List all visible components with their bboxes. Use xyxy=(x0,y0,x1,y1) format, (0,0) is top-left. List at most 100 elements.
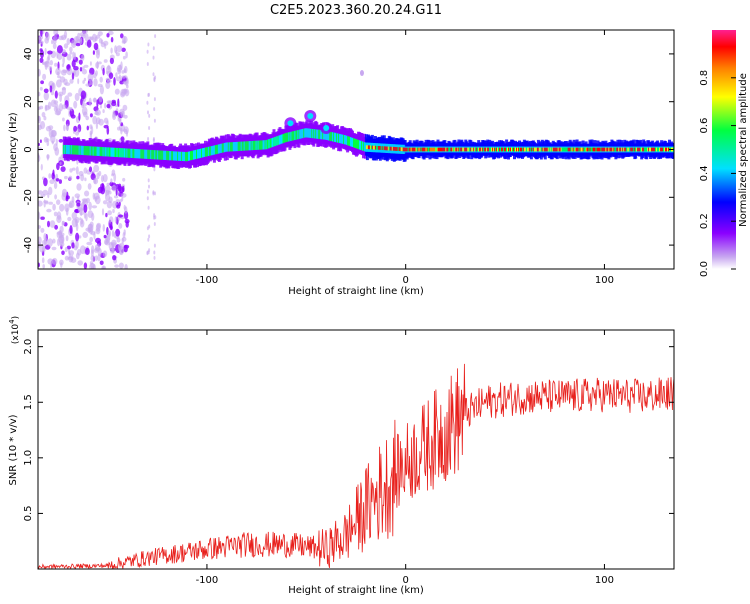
y-tick-label: 40 xyxy=(23,48,34,61)
heatmap-cell xyxy=(38,91,41,97)
heatmap-cell xyxy=(148,234,151,239)
heatmap-cell xyxy=(152,55,155,60)
heatmap-cell xyxy=(58,138,64,143)
heatmap-cell xyxy=(147,237,150,242)
heatmap-cell xyxy=(121,193,127,198)
heatmap-cell xyxy=(106,120,109,126)
heatmap-cell xyxy=(148,126,151,130)
heatmap-cell xyxy=(97,83,103,88)
heatmap-cell xyxy=(113,173,117,182)
heatmap-cell xyxy=(58,103,64,112)
heatmap-cell xyxy=(78,37,83,42)
heatmap-cell xyxy=(71,39,77,48)
heatmap-cell xyxy=(62,117,65,122)
heatmap-cell xyxy=(88,166,93,173)
heatmap-cell xyxy=(107,64,111,71)
heatmap-cell xyxy=(80,174,85,182)
heatmap-cell xyxy=(52,257,58,265)
heatmap-cell xyxy=(87,183,92,190)
heatmap-cell xyxy=(118,214,123,218)
heatmap-cell xyxy=(153,250,156,255)
snr-x-label: Height of straight line (km) xyxy=(288,585,424,596)
y-tick-label: 2.0 xyxy=(23,339,34,355)
colorbar-tick-label: 0.8 xyxy=(699,70,710,86)
heatmap-cell xyxy=(125,221,129,228)
heatmap-cell xyxy=(48,65,53,71)
heatmap-cell xyxy=(124,264,128,269)
heatmap-cell xyxy=(53,143,58,152)
heatmap-cell xyxy=(102,224,106,232)
y-tick-label: 0.5 xyxy=(23,505,34,521)
heatmap-cell xyxy=(52,43,57,50)
heatmap-cell xyxy=(56,199,61,205)
heatmap-cell xyxy=(72,51,75,60)
heatmap-cell xyxy=(48,186,53,196)
heatmap-cell xyxy=(86,241,93,246)
heatmap-cell xyxy=(102,67,105,76)
heatmap-cell xyxy=(115,228,121,237)
heatmap-cell xyxy=(43,91,49,101)
heatmap-cell xyxy=(50,99,57,108)
heatmap-cell xyxy=(111,246,115,254)
heatmap-cell xyxy=(96,172,100,180)
colorbar-tick-label: 0.2 xyxy=(699,213,710,229)
heatmap-cell xyxy=(69,78,74,84)
heatmap-cell xyxy=(287,120,294,127)
x-tick-label: 0 xyxy=(403,575,409,586)
heatmap-cell xyxy=(64,203,70,212)
heatmap-cell xyxy=(55,67,61,76)
x-tick-label: 0 xyxy=(403,275,409,286)
heatmap-cell xyxy=(47,50,53,55)
heatmap-cell xyxy=(79,67,83,72)
heatmap-cell xyxy=(40,80,44,85)
heatmap-cell xyxy=(99,85,104,95)
heatmap-cell xyxy=(59,225,64,234)
heatmap-cell xyxy=(40,227,45,233)
heatmap-cell xyxy=(45,105,50,111)
heatmap-cell xyxy=(59,76,66,83)
heatmap-cell xyxy=(100,104,102,109)
heatmap-cell xyxy=(117,98,120,107)
heatmap-cell xyxy=(115,49,118,55)
heatmap-cell xyxy=(40,30,43,37)
heatmap-cell xyxy=(73,68,80,77)
heatmap-cell xyxy=(114,88,120,95)
spectrogram-marks xyxy=(38,30,674,269)
heatmap-cell xyxy=(43,116,47,121)
heatmap-cell xyxy=(114,216,117,224)
heatmap-cell xyxy=(116,237,121,243)
heatmap-cell xyxy=(47,238,53,247)
heatmap-cell xyxy=(119,108,125,115)
heatmap-cell xyxy=(83,64,89,68)
heatmap-cell xyxy=(53,30,59,36)
heatmap-cell xyxy=(307,113,314,120)
heatmap-cell xyxy=(94,244,101,251)
heatmap-cell xyxy=(323,124,330,131)
heatmap-cell xyxy=(84,190,90,197)
heatmap-cell xyxy=(85,115,89,121)
heatmap-cell xyxy=(81,106,88,116)
heatmap-cell xyxy=(154,75,157,80)
colorbar-label: Normalized spectral amplitude xyxy=(738,73,749,227)
snr-frame xyxy=(37,329,675,570)
heatmap-cell xyxy=(154,215,157,220)
colorbar-ticks: 0.0 0.2 0.4 0.6 0.8 xyxy=(699,70,736,277)
heatmap-cell xyxy=(43,177,48,187)
heatmap-cell xyxy=(120,33,124,39)
colorbar-tick-label: 0.0 xyxy=(699,261,710,277)
heatmap-cell xyxy=(90,249,94,257)
heatmap-cell xyxy=(38,154,41,163)
heatmap-cell xyxy=(98,118,104,126)
heatmap-cell xyxy=(78,112,81,121)
heatmap-cell xyxy=(152,191,155,196)
heatmap-cell xyxy=(65,235,69,242)
heatmap-cell xyxy=(85,83,91,87)
heatmap-cell xyxy=(86,39,92,48)
heatmap-cell xyxy=(40,193,46,198)
heatmap-cell xyxy=(81,198,88,202)
heatmap-cell xyxy=(89,61,92,66)
heatmap-cell xyxy=(121,40,126,44)
heatmap-cell xyxy=(95,195,101,205)
heatmap-cell xyxy=(123,244,128,253)
heatmap-cell xyxy=(52,169,55,177)
